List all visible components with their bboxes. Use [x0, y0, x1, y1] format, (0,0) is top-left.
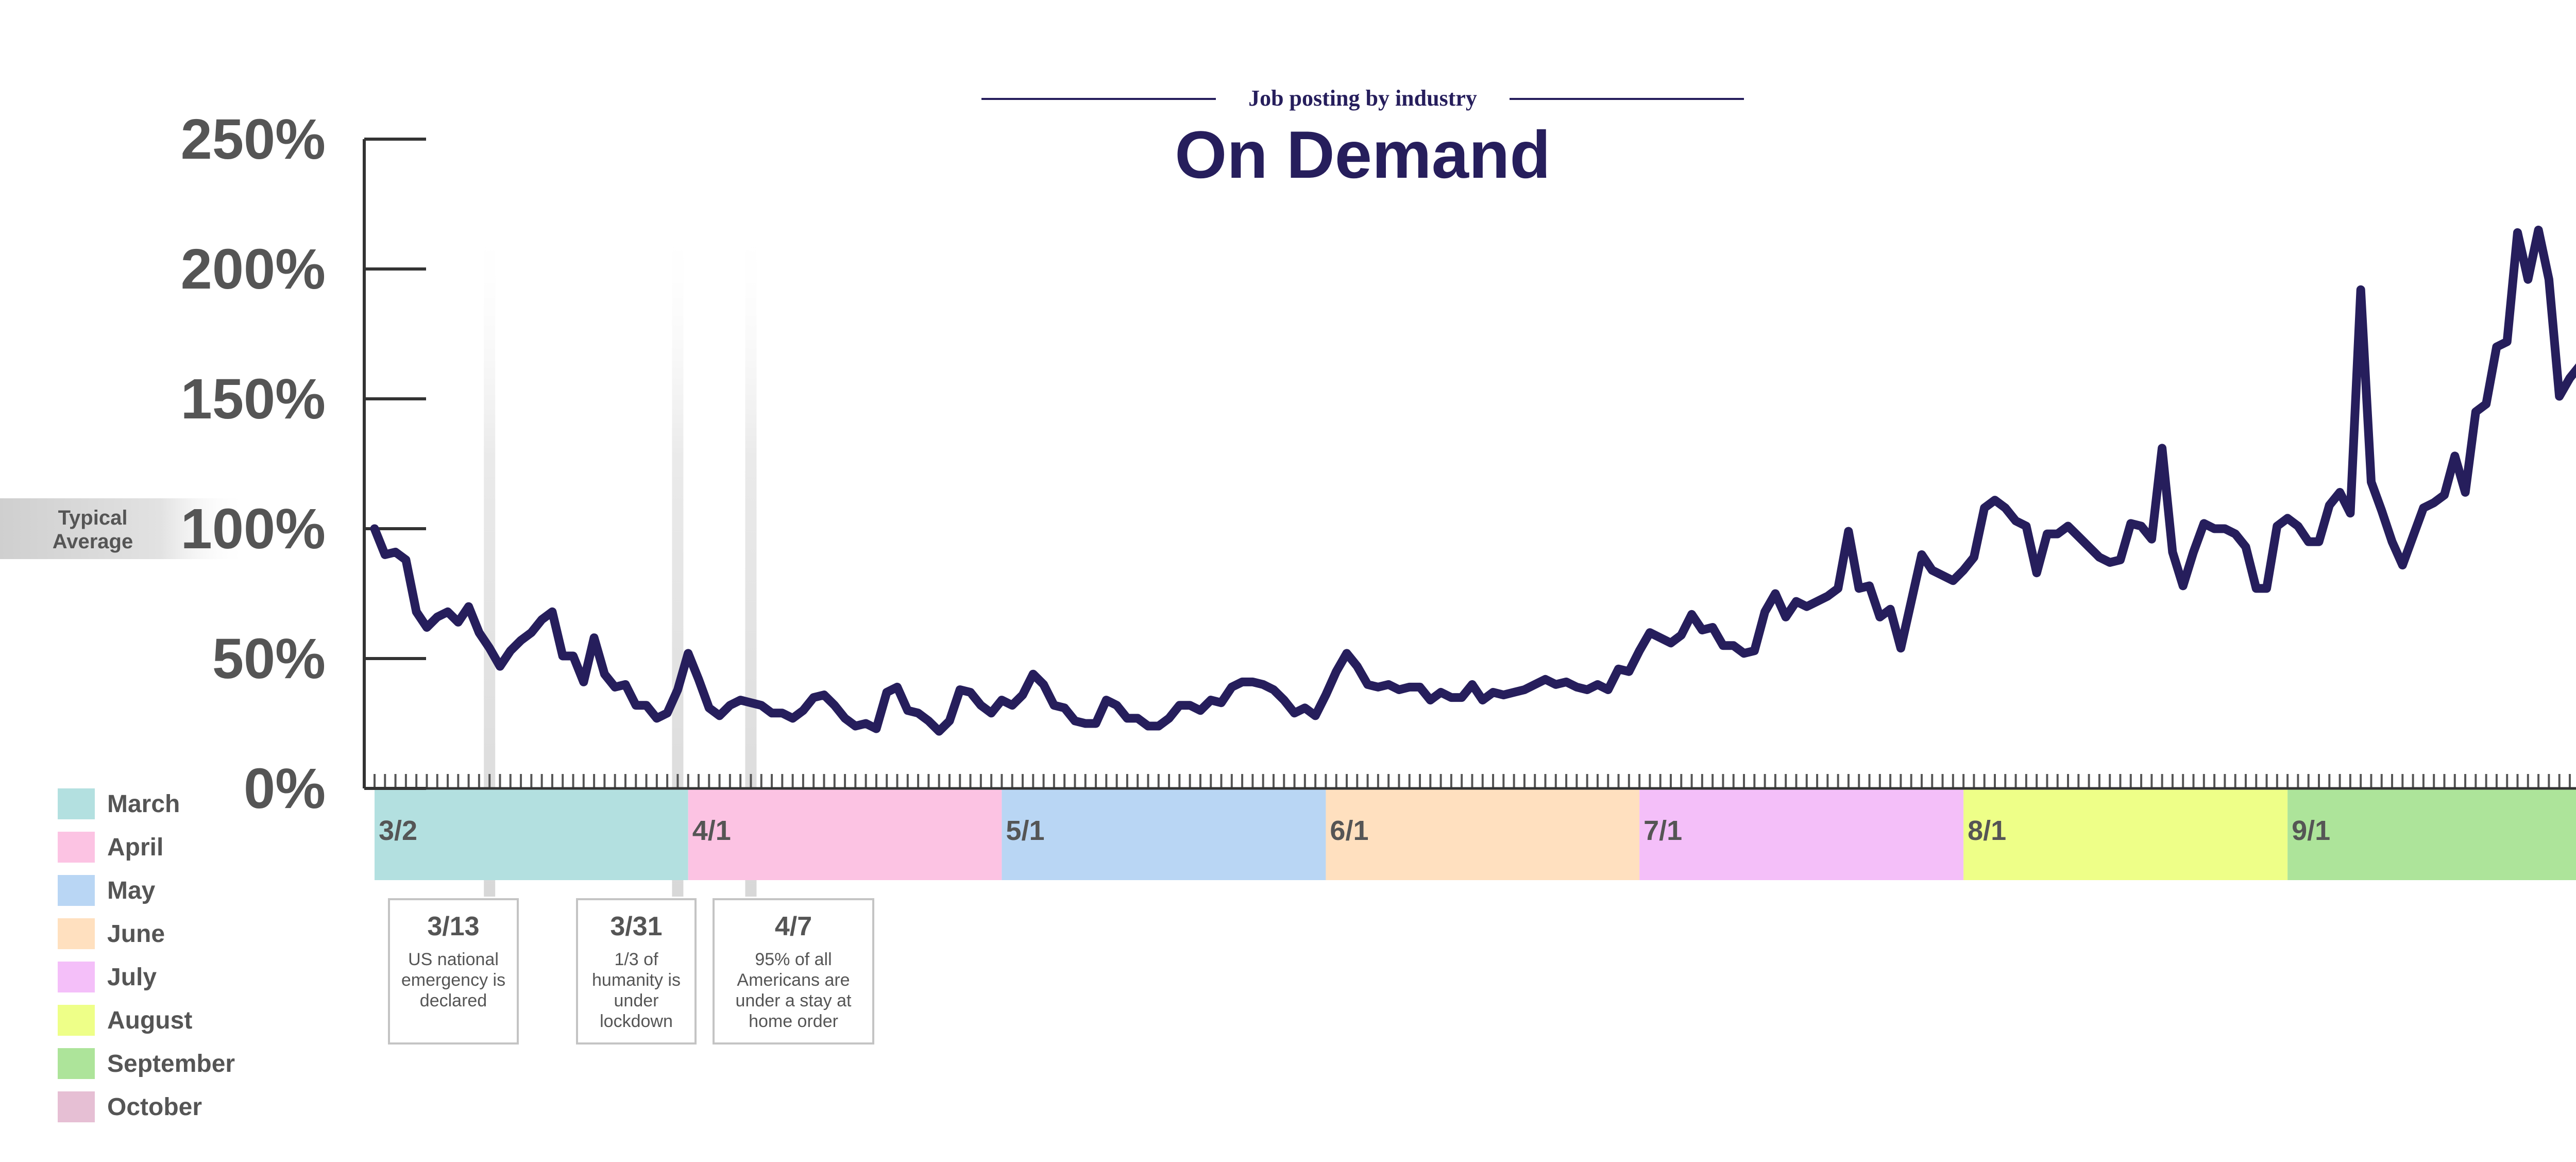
month-band-june	[1326, 788, 1640, 880]
legend-swatch	[58, 1005, 95, 1036]
legend-item-march: March	[58, 788, 180, 819]
annotation-box-2: 4/7 95% of all Americans are under a stay a…	[713, 898, 874, 1045]
annotation-box-0: 3/13 US national emergency is declared	[388, 898, 519, 1045]
x-tick-label: 9/1	[2292, 815, 2330, 846]
typical-average-label-line2: Average	[53, 530, 133, 553]
legend-label: September	[107, 1050, 235, 1077]
legend-label: March	[107, 790, 180, 818]
legend-label: May	[107, 877, 156, 904]
x-tick-label: 8/1	[1968, 815, 2006, 846]
x-minor-ticks	[374, 774, 2576, 790]
legend-swatch	[58, 832, 95, 863]
annotation-line-0	[484, 216, 496, 897]
annotation-text: 95% of all Americans are under a stay at ho…	[736, 950, 852, 1031]
typical-average-band	[0, 498, 247, 559]
legend-item-june: June	[58, 918, 165, 949]
annotation-frame	[713, 898, 874, 1045]
legend-label: June	[107, 920, 165, 948]
annotation-frame	[576, 898, 697, 1045]
legend-item-july: July	[58, 962, 157, 992]
legend-item-may: May	[58, 875, 156, 906]
y-tick-label: 100%	[181, 497, 326, 561]
series-group	[370, 225, 2576, 736]
legend-swatch	[58, 1048, 95, 1079]
legend-item-october: October	[58, 1091, 202, 1122]
legend-swatch	[58, 962, 95, 992]
annotation-frame	[388, 898, 519, 1045]
x-tick-label: 6/1	[1330, 815, 1368, 846]
x-tick-label: 3/2	[379, 815, 417, 846]
month-band-may	[1002, 788, 1326, 880]
legend-swatch	[58, 788, 95, 819]
legend: March April May June July August September Octo…	[58, 788, 235, 1122]
legend-swatch	[58, 1091, 95, 1122]
legend-swatch	[58, 875, 95, 906]
series-line	[370, 225, 2576, 736]
annotation-line-2	[745, 216, 757, 897]
month-band-april	[688, 788, 1002, 880]
chart-supertitle: Job posting by industry	[1248, 86, 1477, 111]
annotation-text: 1/3 of humanity is under lockdown	[592, 950, 681, 1031]
legend-label: August	[107, 1007, 192, 1034]
legend-swatch	[58, 918, 95, 949]
annotation-box-1: 3/31 1/3 of humanity is under lockdown	[576, 898, 697, 1045]
legend-label: April	[107, 834, 163, 861]
x-tick-labels: 3/24/15/16/17/18/19/110/5	[379, 815, 2330, 846]
chart-title: On Demand	[1175, 117, 1551, 192]
legend-item-april: April	[58, 832, 163, 863]
legend-item-september: September	[58, 1048, 235, 1079]
annotation-boxes: 3/13 US national emergency is declared 3/31 1…	[388, 898, 874, 1045]
month-band-july	[1639, 788, 1964, 880]
annotation-line-1	[672, 216, 684, 897]
annotation-lines	[484, 216, 757, 897]
y-tick-label: 150%	[181, 367, 326, 431]
annotation-date: 4/7	[775, 912, 812, 941]
legend-label: July	[107, 964, 157, 991]
annotation-date: 3/31	[610, 912, 662, 941]
y-axis: 250% 200% 150% 100% 50% 0%	[181, 108, 426, 820]
month-bands	[375, 788, 2576, 880]
month-band-august	[1963, 788, 2288, 880]
typical-average-label-line1: Typical	[58, 507, 128, 529]
x-tick-label: 4/1	[692, 815, 731, 846]
annotation-text: US national emergency is declared	[401, 950, 505, 1011]
x-tick-label: 7/1	[1643, 815, 1682, 846]
title-block: Job posting by industry On Demand	[981, 86, 1744, 192]
annotation-date: 3/13	[427, 912, 479, 941]
month-band-september	[2287, 788, 2576, 880]
legend-label: October	[107, 1093, 202, 1121]
y-tick-label: 200%	[181, 238, 326, 301]
y-tick-label: 0%	[244, 757, 326, 820]
month-band-march	[375, 788, 688, 880]
y-tick-label: 50%	[212, 627, 326, 691]
x-tick-label: 5/1	[1006, 815, 1044, 846]
y-tick-label: 250%	[181, 108, 326, 171]
legend-item-august: August	[58, 1005, 192, 1036]
